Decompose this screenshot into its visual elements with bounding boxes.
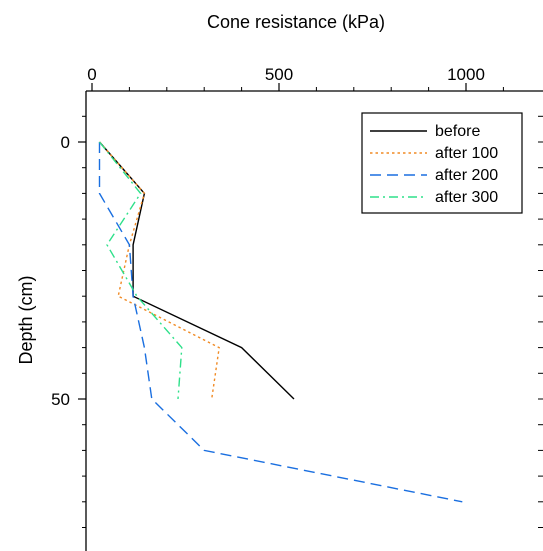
legend: before after 100 after 200 after 300 <box>361 112 523 214</box>
y-axis-title: Depth (cm) <box>16 275 36 364</box>
plot-series <box>98 141 463 503</box>
series-line-before <box>98 141 295 400</box>
legend-label: after 300 <box>435 189 498 206</box>
y-tick-label: 0 <box>61 133 70 152</box>
axes: 0 500 1000 0 50 <box>51 65 543 551</box>
series-line-after-200 <box>98 142 463 503</box>
y-tick-label: 50 <box>51 390 70 409</box>
series-line-after-300 <box>98 141 183 400</box>
x-tick-label: 1000 <box>447 65 485 84</box>
legend-label: after 200 <box>435 167 498 184</box>
legend-box <box>361 112 523 214</box>
series-line-after-100 <box>98 141 220 400</box>
x-tick-label: 0 <box>87 65 96 84</box>
x-axis-title: Cone resistance (kPa) <box>207 12 385 32</box>
legend-label: before <box>435 123 480 140</box>
x-tick-label: 500 <box>265 65 293 84</box>
legend-label: after 100 <box>435 145 498 162</box>
